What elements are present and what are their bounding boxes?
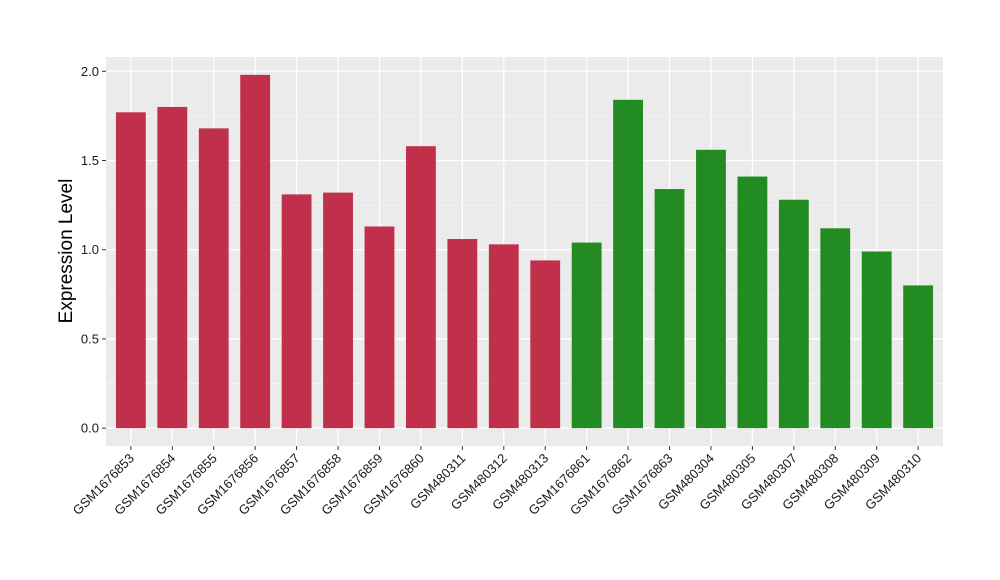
bar (571, 242, 602, 429)
bar (240, 74, 271, 429)
y-tick-label: 1.5 (81, 153, 99, 168)
bar (405, 146, 436, 429)
bar (530, 260, 561, 429)
bar (778, 199, 809, 429)
y-tick-label: 2.0 (81, 64, 99, 79)
bar (903, 285, 934, 429)
y-axis: 0.0 0.5 1.0 1.5 2.0 (81, 64, 106, 436)
bar (820, 228, 851, 429)
bar (737, 176, 768, 429)
bar (198, 128, 229, 429)
bar (654, 189, 685, 429)
bar (696, 149, 726, 429)
y-tick-label: 0.5 (81, 331, 99, 346)
bar (364, 226, 395, 429)
bar (281, 194, 312, 429)
bar (115, 112, 146, 429)
plot-panel (106, 57, 943, 446)
bar (861, 251, 892, 429)
bars (115, 74, 934, 429)
bar (613, 99, 644, 429)
bar (323, 192, 353, 429)
y-axis-title: Expression Level (56, 179, 77, 324)
bar (447, 239, 478, 429)
bar (488, 244, 519, 429)
y-tick-label: 0.0 (81, 421, 99, 436)
bar (157, 106, 188, 429)
y-tick-label: 1.0 (81, 242, 99, 257)
x-axis: GSM1676853GSM1676854GSM1676855GSM1676856… (70, 446, 924, 518)
